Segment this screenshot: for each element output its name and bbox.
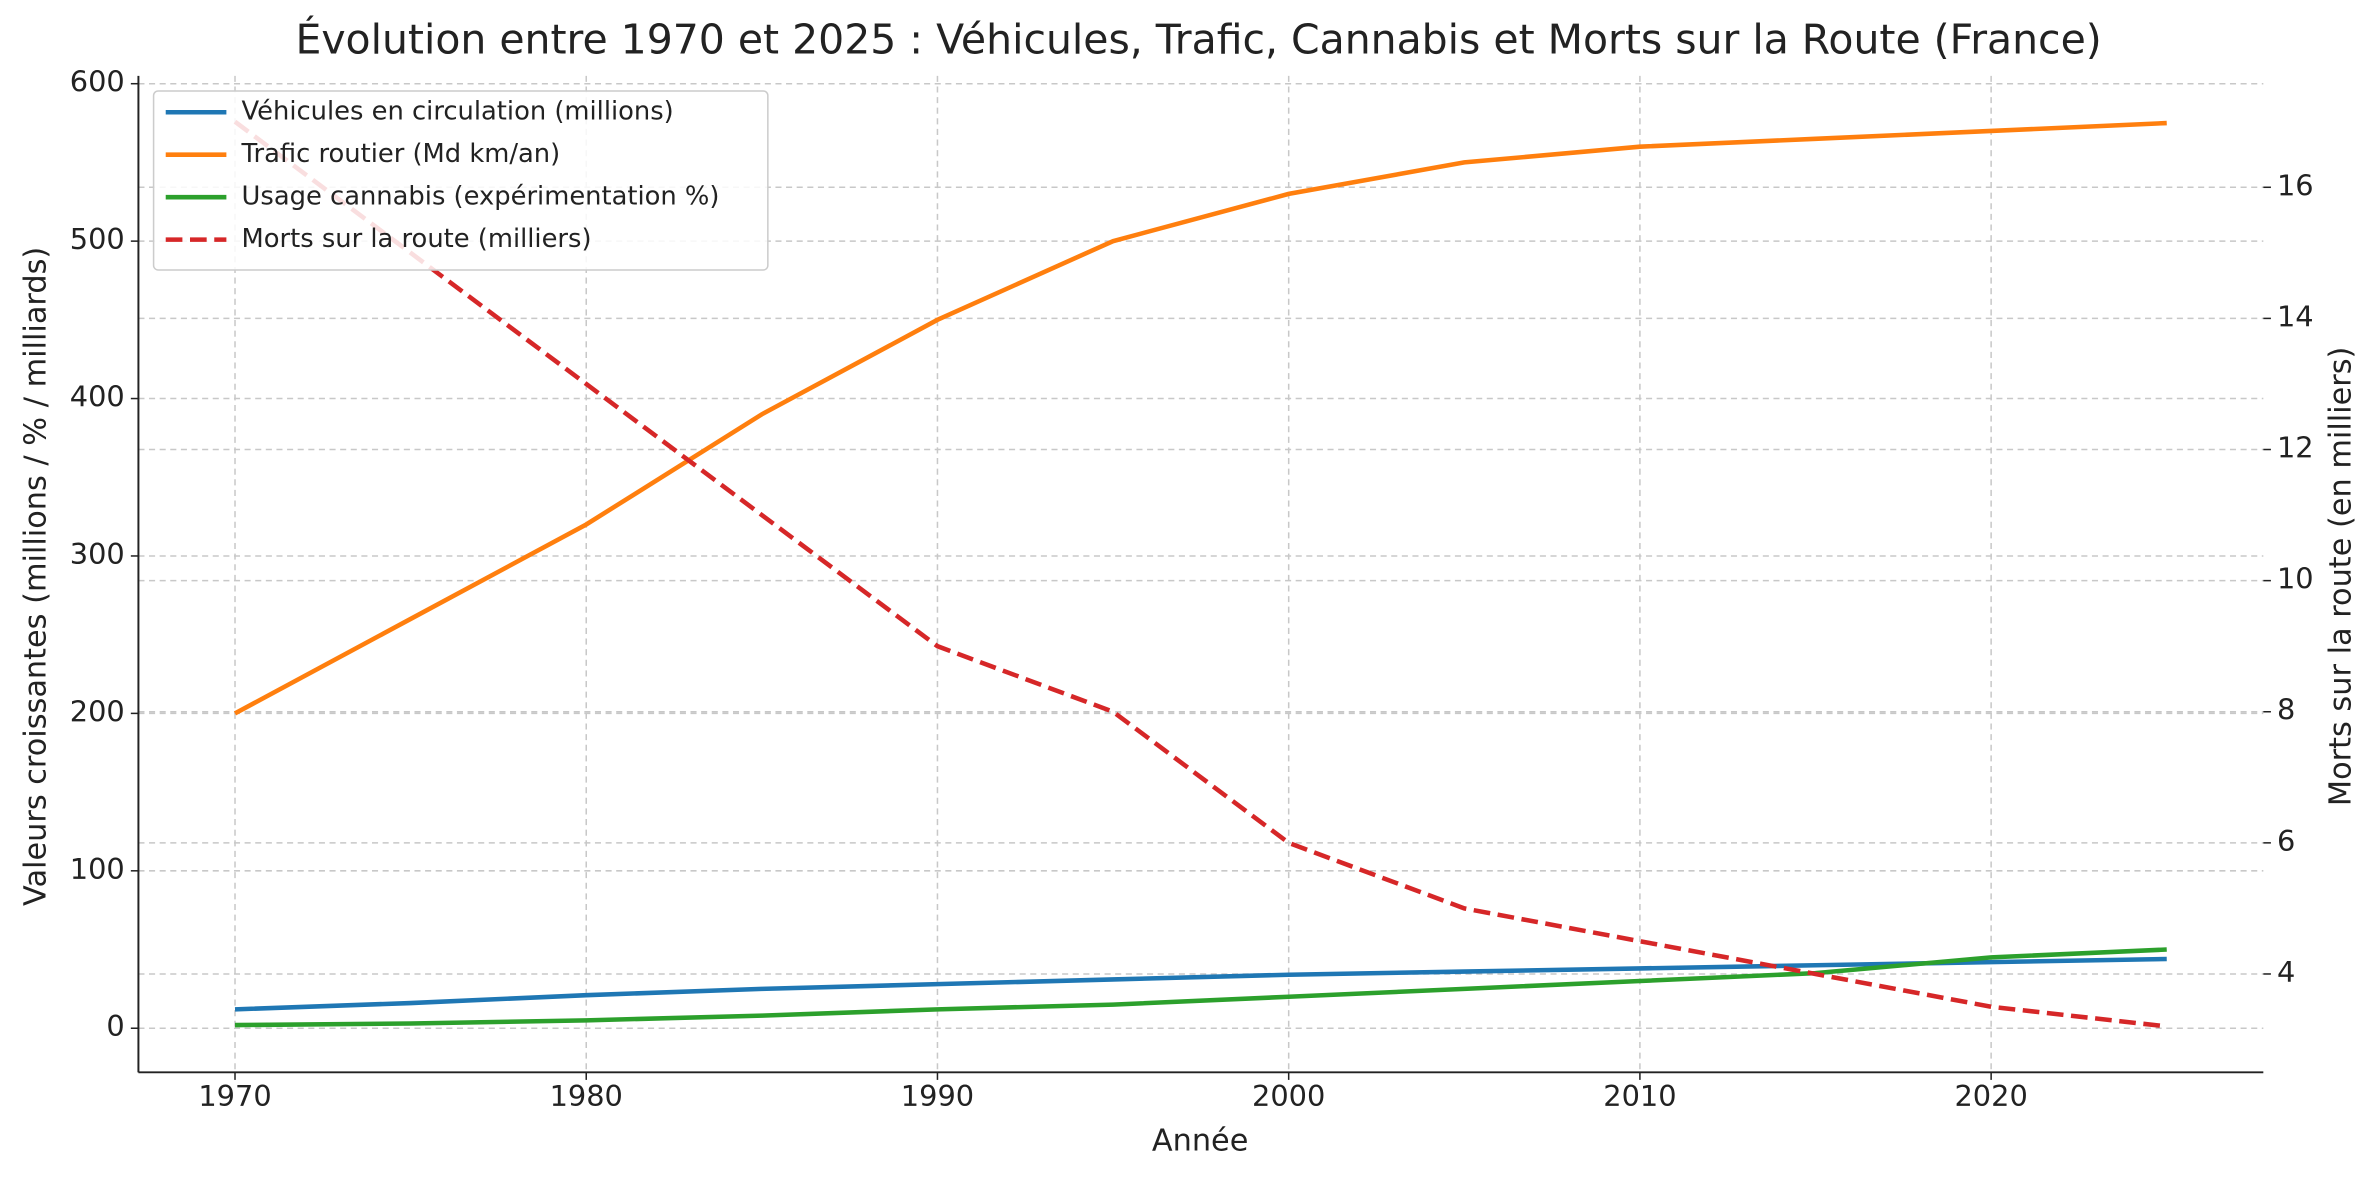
line-series <box>233 119 2167 1029</box>
y2-axis-label: Morts sur la route (en milliers) <box>2324 347 2359 806</box>
y-tick-label: 100 <box>70 852 125 886</box>
y2-tick-label: 6 <box>2277 824 2295 858</box>
x-tick-label: 2000 <box>1252 1079 1325 1113</box>
x-tick-label: 2010 <box>1603 1079 1676 1113</box>
y-tick-label: 300 <box>70 537 125 571</box>
legend-label: Trafic routier (Md km/an) <box>241 139 561 169</box>
y-tick-label: 500 <box>70 222 125 256</box>
line-series <box>234 956 2167 1012</box>
legend-label: Morts sur la route (milliers) <box>242 224 592 254</box>
y-tick-label: 200 <box>70 694 125 728</box>
line-series <box>234 947 2167 1028</box>
x-tick-label: 1970 <box>198 1079 271 1113</box>
y2-tick-label: 16 <box>2277 168 2314 202</box>
y2-tick-label: 8 <box>2277 693 2295 727</box>
x-axis-label: Année <box>1152 1124 1249 1159</box>
y2-tick-label: 10 <box>2277 562 2314 596</box>
x-tick-label: 2020 <box>1954 1079 2027 1113</box>
line-series <box>233 120 2167 716</box>
legend-label: Usage cannabis (expérimentation %) <box>242 182 720 212</box>
y-tick-label: 0 <box>106 1009 124 1043</box>
legend: Véhicules en circulation (millions) Trafi… <box>152 90 769 271</box>
y-tick-label: 600 <box>70 65 125 99</box>
y-tick-label: 400 <box>70 380 125 414</box>
y-axis-label: Valeurs croissantes (millions / % / mill… <box>18 247 53 906</box>
legend-label: Véhicules en circulation (millions) <box>242 97 674 127</box>
y2-tick-label: 4 <box>2277 955 2295 989</box>
legend-box <box>152 90 769 271</box>
x-tick-label: 1990 <box>901 1079 974 1113</box>
y2-tick-label: 14 <box>2277 299 2314 333</box>
y2-tick-label: 12 <box>2277 431 2314 465</box>
chart-title: Évolution entre 1970 et 2025 : Véhicules… <box>295 15 2101 63</box>
x-tick-label: 1980 <box>550 1079 623 1113</box>
